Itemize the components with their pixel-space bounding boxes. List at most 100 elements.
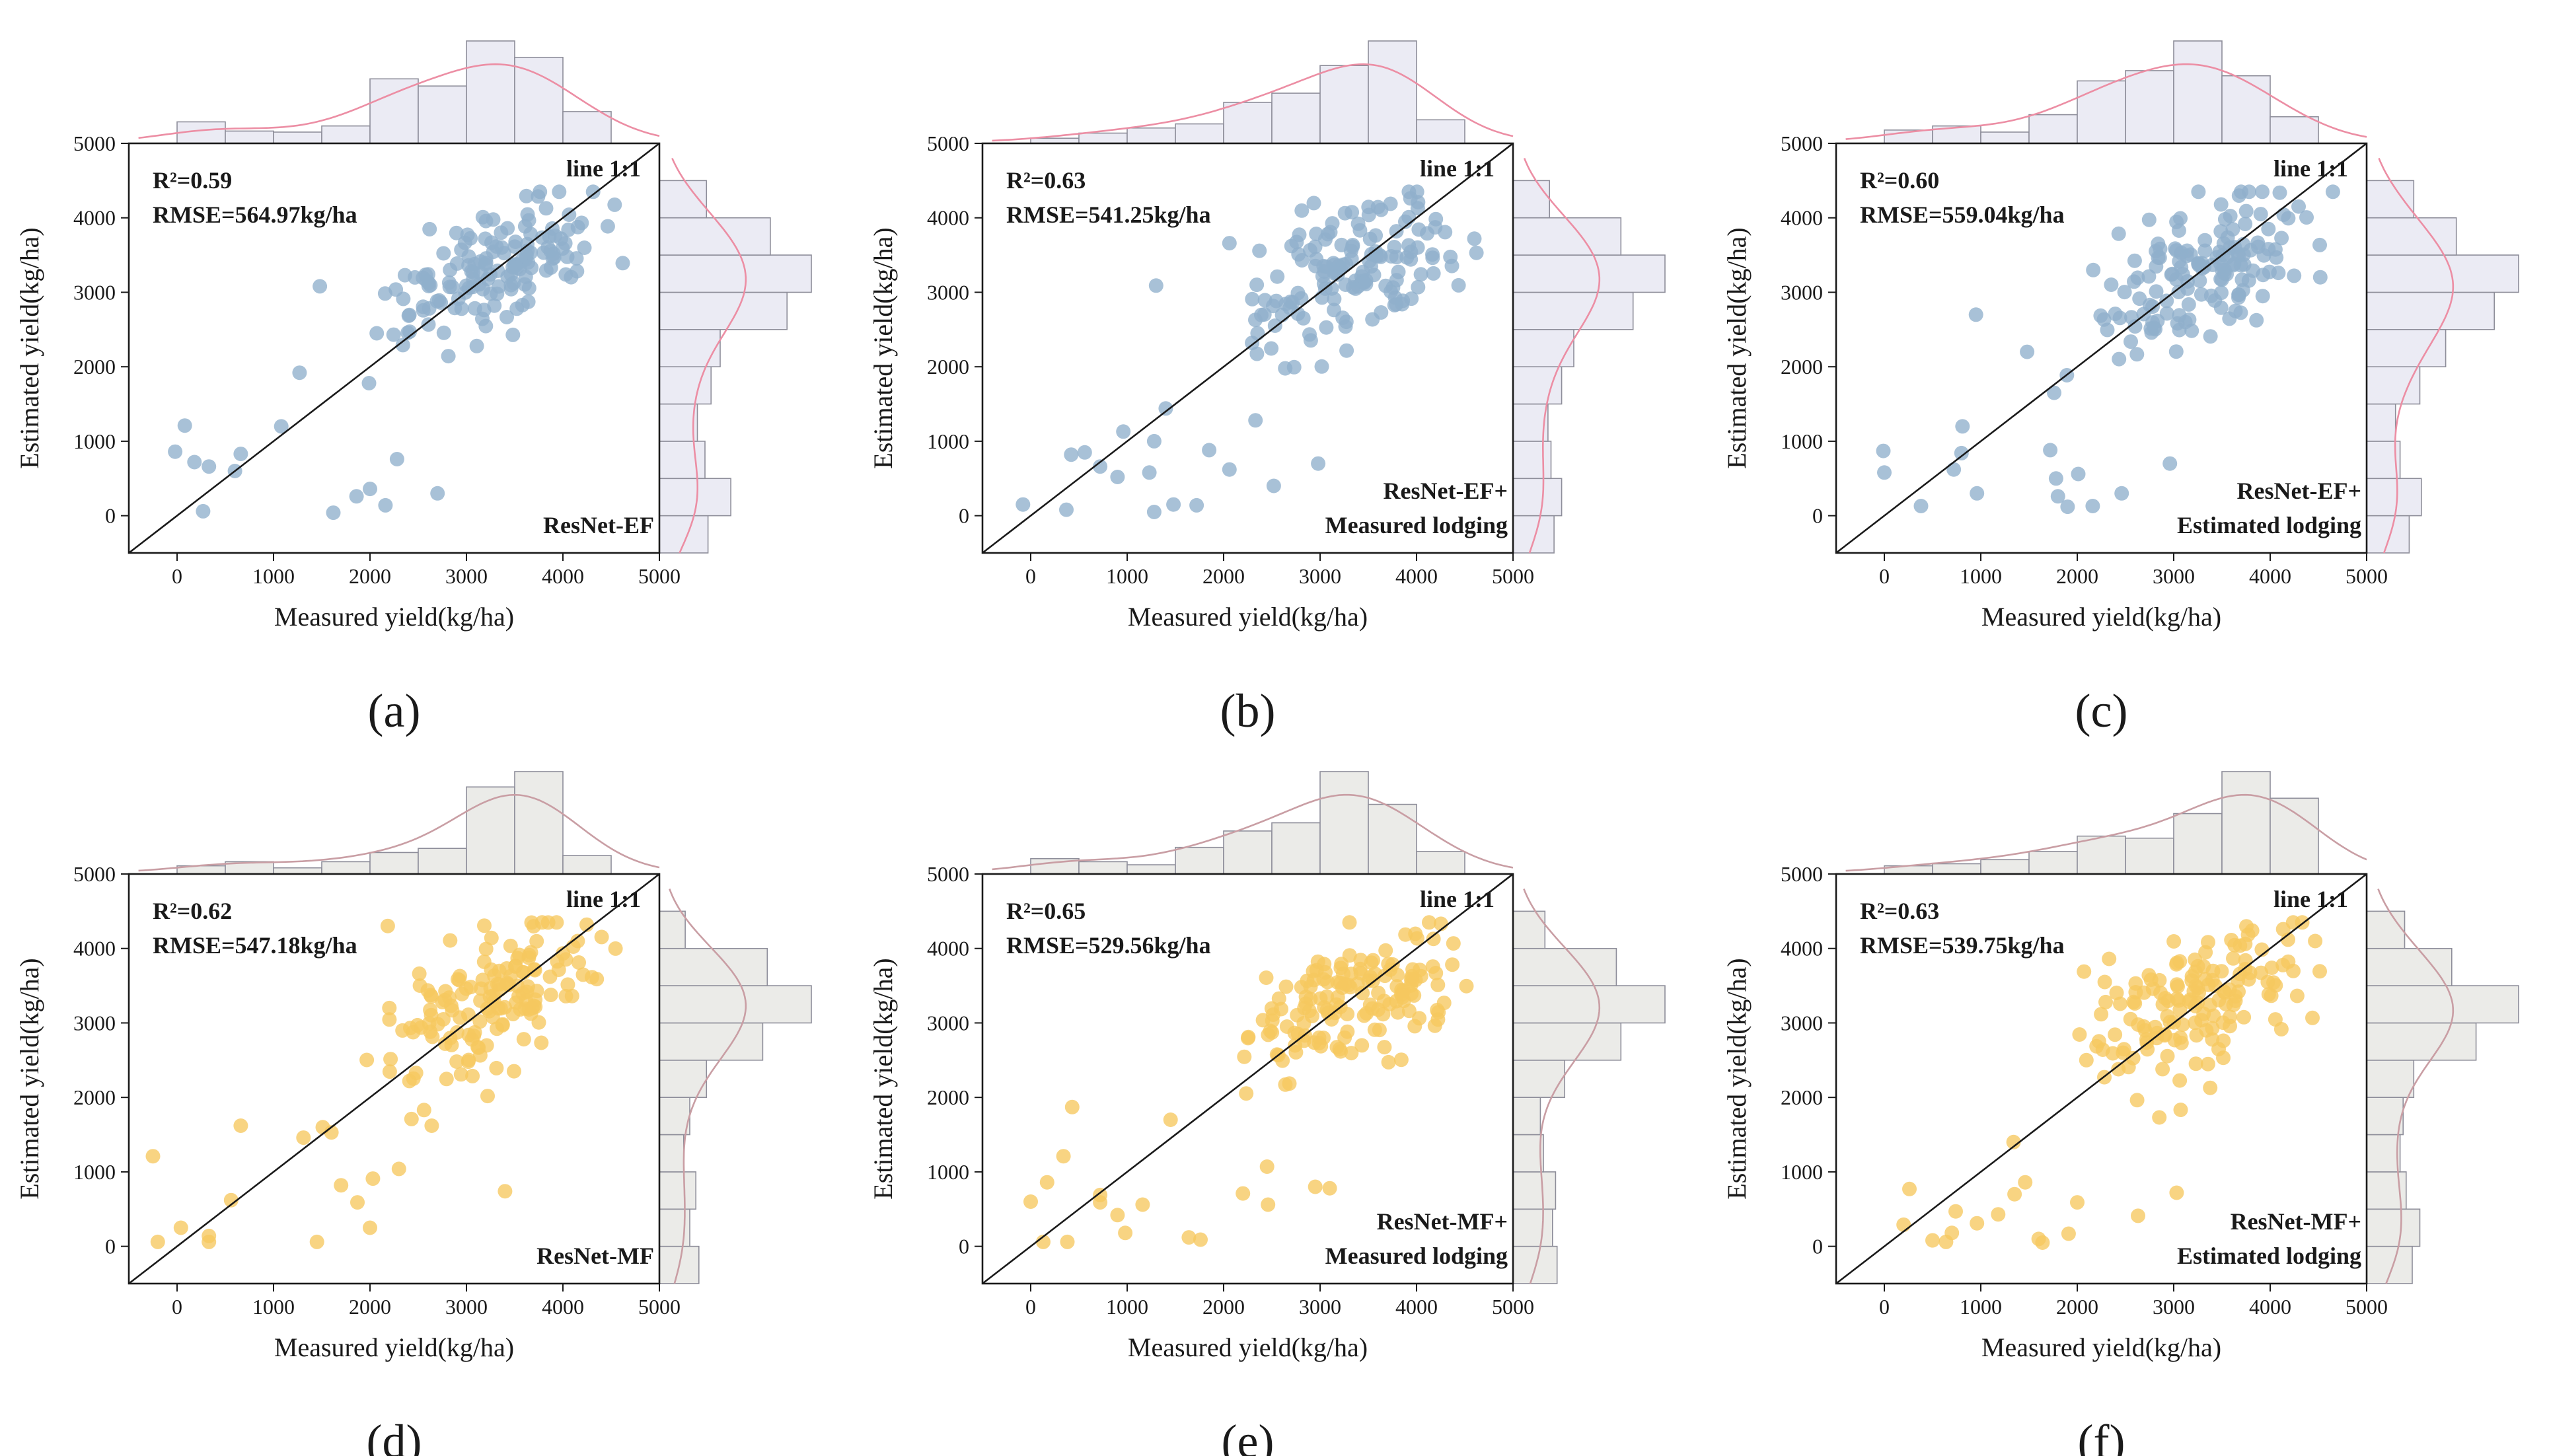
data-point <box>1355 986 1370 1001</box>
histogram-bar <box>1512 1208 1553 1247</box>
data-point <box>2250 235 2266 250</box>
histogram-bar <box>1980 131 2030 144</box>
histogram-bar <box>1271 92 1321 144</box>
data-point <box>540 240 556 255</box>
data-point <box>615 256 630 271</box>
data-point <box>2172 308 2187 323</box>
top-marginal-histogram <box>138 771 660 875</box>
data-point <box>2227 937 2242 953</box>
data-point <box>2216 1050 2231 1066</box>
histogram-bar <box>659 403 698 442</box>
data-point <box>1925 1233 1940 1248</box>
data-point <box>2255 184 2270 200</box>
data-point <box>1431 1005 1446 1020</box>
x-tick-label: 2000 <box>349 564 391 588</box>
scatter-panel-c: 0 1000 2000 3000 4000 5000 0 1000 2000 3000 4000 50… <box>1722 40 2519 737</box>
data-point <box>2104 277 2119 292</box>
histogram-bar <box>659 1171 697 1210</box>
data-point <box>1393 1052 1409 1068</box>
histogram-bar <box>1512 947 1617 986</box>
data-point <box>511 989 526 1003</box>
data-point <box>2171 223 2186 238</box>
data-point <box>2169 1185 2184 1200</box>
data-point <box>2201 935 2215 950</box>
data-point <box>489 1060 504 1075</box>
data-point <box>469 338 484 353</box>
data-point <box>2129 1093 2145 1108</box>
model-label: ResNet-EF+ <box>2237 478 2361 504</box>
y-density-curve <box>2378 157 2455 554</box>
data-point <box>519 188 534 203</box>
histogram-bar <box>514 57 564 144</box>
model-label: ResNet-MF <box>536 1243 654 1269</box>
histogram-bar <box>1368 40 1417 144</box>
data-point <box>383 1052 398 1067</box>
data-point <box>1039 1175 1054 1190</box>
data-point <box>517 1001 533 1016</box>
data-point <box>1339 343 1354 358</box>
data-point <box>480 1089 495 1104</box>
data-point <box>1306 196 1321 211</box>
histogram-bar <box>2366 1134 2401 1173</box>
data-point <box>2128 976 2143 991</box>
data-point <box>564 988 579 1003</box>
y-tick-label: 1000 <box>927 429 969 453</box>
data-point <box>326 505 341 521</box>
data-point <box>1413 267 1428 282</box>
data-point <box>2079 1052 2094 1068</box>
data-point <box>2105 1046 2120 1061</box>
data-point <box>2100 322 2115 338</box>
data-point <box>2254 942 2270 957</box>
histogram-bar <box>659 291 788 330</box>
model-label: ResNet-MF+ <box>2231 1208 2361 1235</box>
rmse-annotation: RMSE=559.04kg/ha <box>1860 201 2065 228</box>
histogram-bar <box>1512 1097 1541 1136</box>
data-point <box>2141 269 2157 284</box>
x-axis-label: Measured yield(kg/ha) <box>274 1332 514 1362</box>
data-point <box>454 242 469 258</box>
data-point <box>1398 214 1413 229</box>
data-point <box>2097 974 2112 990</box>
data-point <box>2238 203 2254 219</box>
data-point <box>564 270 579 285</box>
data-point <box>1378 943 1393 958</box>
data-point <box>2217 211 2233 227</box>
data-point <box>2113 996 2127 1011</box>
r-squared-annotation: R²=0.63 <box>1860 898 1939 924</box>
top-marginal-histogram <box>992 771 1514 875</box>
data-point <box>1269 293 1284 309</box>
data-point <box>507 1064 521 1079</box>
data-point <box>499 310 514 324</box>
data-point <box>2203 1080 2218 1095</box>
data-point <box>503 938 518 953</box>
data-point <box>2172 322 2187 338</box>
data-point <box>430 1017 445 1032</box>
one-to-one-line <box>128 142 660 554</box>
histogram-bar <box>1271 822 1321 875</box>
data-point <box>274 419 289 434</box>
histogram-bar <box>659 217 771 256</box>
data-point <box>2249 312 2264 328</box>
histogram-bar <box>321 125 371 144</box>
line-1to1-label: line 1:1 <box>566 155 641 182</box>
data-point <box>2143 321 2159 336</box>
x-tick-label: 3000 <box>445 1295 488 1319</box>
data-point <box>449 1025 464 1040</box>
data-point <box>1135 1197 1150 1212</box>
data-point <box>2216 1033 2231 1048</box>
x-tick-label: 0 <box>1879 1295 1890 1319</box>
data-point <box>421 279 436 294</box>
data-point <box>1955 419 1970 434</box>
data-point <box>1372 1023 1387 1038</box>
data-point <box>2214 964 2229 979</box>
data-point <box>2184 973 2199 988</box>
histogram-bar <box>2366 515 2410 554</box>
y-tick-label: 3000 <box>73 280 116 304</box>
data-point <box>402 1074 417 1089</box>
data-point <box>538 263 554 278</box>
data-point <box>534 1035 549 1050</box>
data-point <box>2174 245 2189 260</box>
data-point <box>1060 1234 1075 1249</box>
rmse-annotation: RMSE=539.75kg/ha <box>1860 932 2065 959</box>
histogram-bar <box>2077 80 2126 144</box>
